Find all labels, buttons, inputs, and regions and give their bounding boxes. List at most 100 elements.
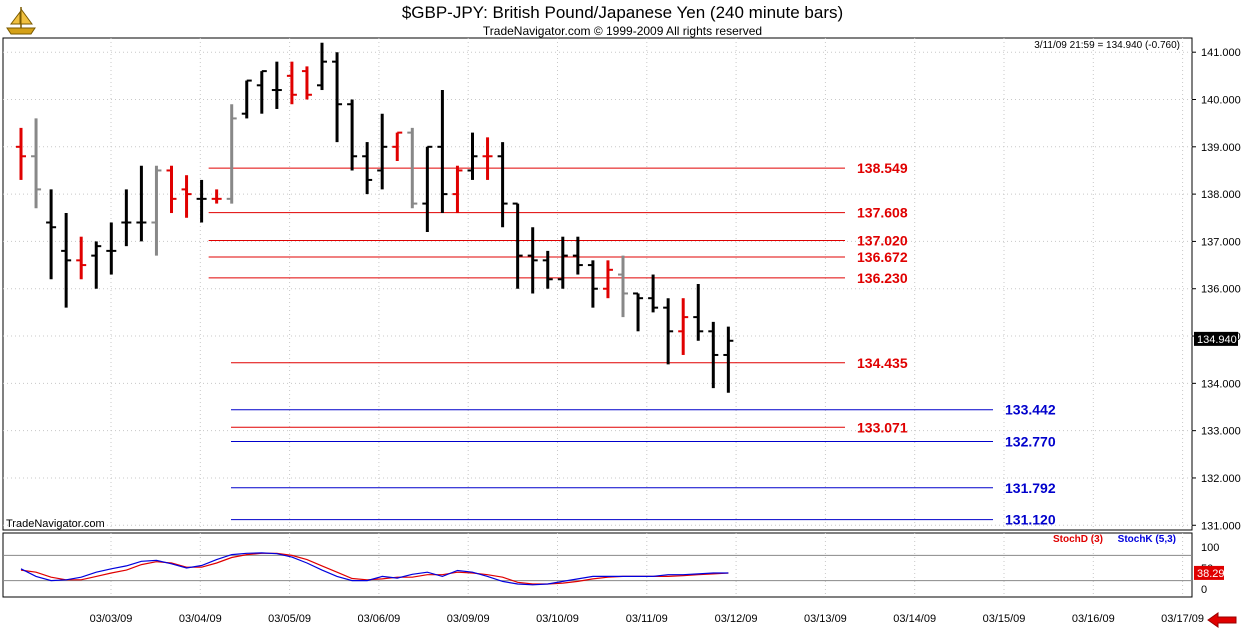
ohlc-bar — [332, 52, 343, 143]
ohlc-bar — [46, 189, 57, 280]
level-label: 133.071 — [857, 419, 908, 435]
level-label: 136.230 — [857, 270, 908, 286]
ohlc-bar — [663, 298, 674, 365]
level-label: 138.549 — [857, 160, 908, 176]
watermark-text: TradeNavigator.com — [6, 518, 105, 530]
oscillator-panel — [2, 532, 1193, 598]
ohlc-bar — [392, 131, 403, 161]
ohlc-bar — [527, 227, 538, 294]
ohlc-bar — [708, 321, 719, 389]
ohlc-bar — [542, 250, 553, 289]
y-tick-label: 140.000 — [1201, 95, 1241, 107]
level-label: 131.120 — [1005, 512, 1056, 528]
red-left-arrow-icon[interactable] — [1207, 612, 1237, 628]
ohlc-bar — [16, 127, 26, 180]
osc-y-tick-label: 100 — [1201, 542, 1219, 554]
ohlc-bar — [31, 118, 42, 209]
y-tick-label: 131.000 — [1201, 520, 1241, 532]
ohlc-bar — [106, 222, 117, 275]
x-tick-label: 03/15/09 — [983, 613, 1026, 625]
y-tick-label: 138.000 — [1201, 189, 1241, 201]
ohlc-bar — [241, 79, 252, 119]
ohlc-bar — [422, 145, 433, 232]
ohlc-bar — [166, 165, 177, 214]
ohlc-bar — [317, 42, 327, 91]
x-tick-label: 03/14/09 — [893, 613, 936, 625]
osc-y-tick-label: 0 — [1201, 584, 1207, 596]
last-price-box — [1194, 331, 1238, 346]
x-tick-label: 03/09/09 — [447, 613, 490, 625]
x-tick-label: 03/11/09 — [626, 613, 668, 625]
x-tick-label: 03/17/09 — [1161, 613, 1204, 625]
ohlc-bar — [648, 274, 659, 313]
ohlc-bar — [362, 142, 373, 195]
ohlc-bar — [452, 165, 463, 214]
level-label: 136.672 — [857, 249, 908, 265]
ohlc-bar — [602, 260, 613, 299]
x-tick-label: 03/12/09 — [715, 613, 758, 625]
copyright-text: TradeNavigator.com © 1999-2009 All right… — [482, 24, 763, 38]
x-tick-label: 03/10/09 — [536, 613, 579, 625]
ohlc-bar — [226, 104, 237, 204]
x-tick-label: 03/16/09 — [1072, 613, 1115, 625]
ohlc-bar — [347, 99, 358, 171]
ohlc-bar — [557, 236, 568, 289]
ohlc-bar — [301, 66, 312, 100]
stochK-line — [20, 552, 729, 586]
ohlc-bar — [121, 189, 132, 247]
last-price-label: 134.940 — [1197, 334, 1237, 346]
x-tick-label: 03/13/09 — [804, 613, 847, 625]
x-tick-label: 03/03/09 — [90, 613, 133, 625]
chart-title: $GBP-JPY: British Pound/Japanese Yen (24… — [401, 3, 844, 22]
ohlc-bar — [512, 202, 523, 289]
x-tick-label: 03/04/09 — [179, 613, 222, 625]
level-label: 133.442 — [1005, 402, 1056, 418]
ohlc-bar — [678, 298, 689, 355]
y-tick-label: 136.000 — [1201, 284, 1241, 296]
ohlc-bar — [723, 326, 734, 393]
y-tick-label: 134.000 — [1201, 378, 1241, 390]
level-label: 137.608 — [857, 205, 908, 221]
y-tick-label: 133.000 — [1201, 426, 1241, 438]
ohlc-bar — [482, 137, 493, 180]
x-tick-label: 03/06/09 — [357, 613, 400, 625]
ohlc-bar — [407, 127, 418, 209]
price-panel — [2, 37, 1193, 531]
ohlc-bar — [572, 236, 583, 275]
ohlc-bar — [437, 90, 448, 214]
ohlc-bar — [377, 113, 388, 190]
level-label: 132.770 — [1005, 434, 1056, 450]
level-label: 137.020 — [857, 232, 908, 248]
ohlc-bar — [136, 165, 147, 242]
ohlc-bar — [61, 213, 72, 308]
x-tick-label: 03/05/09 — [268, 613, 311, 625]
ohlc-bar — [271, 61, 282, 109]
ohlc-bar — [211, 189, 222, 204]
y-tick-label: 132.000 — [1201, 473, 1241, 485]
stochK-legend: StochK (5,3) — [1118, 534, 1176, 545]
y-tick-label: 139.000 — [1201, 142, 1241, 154]
ohlc-bar — [196, 179, 207, 223]
ohlc-bar — [467, 132, 478, 180]
ohlc-bar — [76, 236, 87, 280]
stochD-line — [20, 552, 729, 585]
level-label: 134.435 — [857, 355, 908, 371]
ohlc-bar — [618, 255, 628, 318]
ohlc-bar — [633, 292, 644, 332]
ohlc-bar — [181, 175, 192, 218]
ohlc-bar — [256, 70, 267, 114]
y-tick-label: 137.000 — [1201, 236, 1241, 248]
ship-logo-icon[interactable] — [4, 4, 38, 36]
y-tick-label: 141.000 — [1201, 47, 1241, 59]
osc-last-value-label: 38.29 — [1197, 568, 1225, 580]
level-label: 131.792 — [1005, 480, 1056, 496]
ohlc-bar — [497, 142, 508, 228]
last-info-text: 3/11/09 21:59 = 134.940 (-0.760) — [1034, 40, 1180, 51]
ohlc-bar — [693, 284, 704, 341]
osc-last-value-box — [1194, 565, 1224, 580]
ohlc-bar — [286, 61, 297, 105]
ohlc-bar — [587, 260, 598, 308]
ohlc-bar — [91, 241, 102, 289]
stochD-legend: StochD (3) — [1053, 534, 1103, 545]
